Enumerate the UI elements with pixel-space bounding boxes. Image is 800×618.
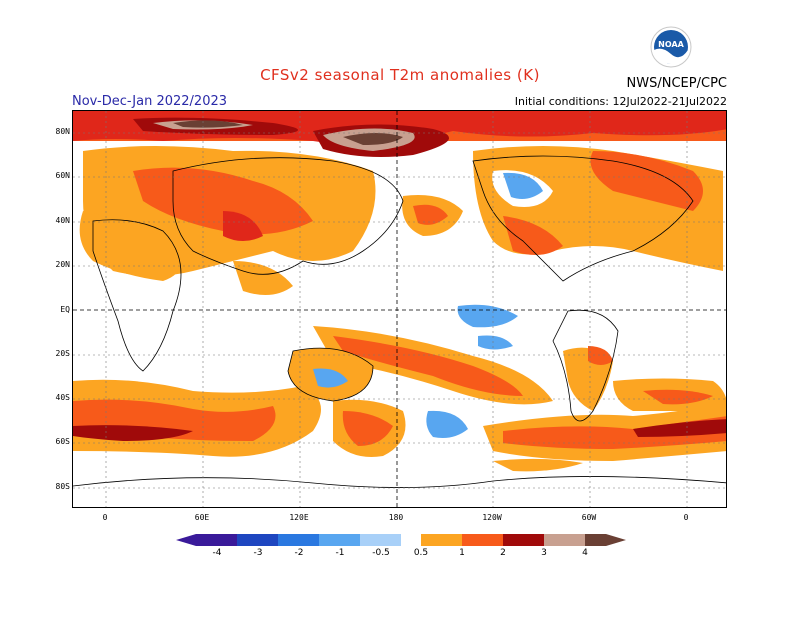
lon-label: 180: [388, 513, 404, 522]
lon-label: 0: [683, 513, 689, 522]
lat-label: 80N: [55, 127, 70, 136]
lat-label: 60N: [55, 171, 70, 180]
lon-label: 60E: [194, 513, 210, 522]
colorbar-arrow-high: [606, 534, 626, 546]
lon-label: 120W: [482, 513, 502, 522]
coastlines: [73, 155, 726, 488]
lon-label: 0: [102, 513, 108, 522]
reference-lines: [73, 111, 726, 507]
colorbar-label: 2: [500, 548, 506, 558]
lat-label: 80S: [55, 482, 70, 491]
colorbar-label: -2: [294, 548, 304, 558]
lon-label: 60W: [581, 513, 597, 522]
lat-label: EQ: [60, 305, 70, 314]
colorbar-label: -4: [212, 548, 222, 558]
noaa-logo: NOAA: [650, 26, 692, 68]
lat-label: 60S: [55, 437, 70, 446]
anomaly-map: [72, 110, 727, 508]
lat-label: 20S: [55, 349, 70, 358]
colorbar-label: 4: [582, 548, 588, 558]
forecast-period: Nov-Dec-Jan 2022/2023: [72, 94, 228, 109]
lat-label: 40N: [55, 216, 70, 225]
initial-conditions: Initial conditions: 12Jul2022-21Jul2022: [514, 95, 727, 108]
agency-label: NWS/NCEP/CPC: [626, 76, 727, 91]
lat-label: 40S: [55, 393, 70, 402]
colorbar-label: 0.5: [413, 548, 429, 558]
colorbar-label: -1: [335, 548, 345, 558]
graticule: [73, 111, 726, 507]
lat-label: 20N: [55, 260, 70, 269]
colorbar-label: 1: [459, 548, 465, 558]
colorbar-label: -3: [253, 548, 263, 558]
anomaly-fields: [73, 111, 726, 507]
colorbar-arrow-low: [176, 534, 196, 546]
lon-label: 120E: [289, 513, 309, 522]
colorbar-label: -0.5: [372, 548, 390, 558]
logo-text: NOAA: [658, 40, 684, 49]
colorbar: [176, 534, 626, 546]
map-title: CFSv2 seasonal T2m anomalies (K): [260, 66, 540, 84]
map-canvas: [73, 111, 726, 507]
colorbar-label: 3: [541, 548, 547, 558]
